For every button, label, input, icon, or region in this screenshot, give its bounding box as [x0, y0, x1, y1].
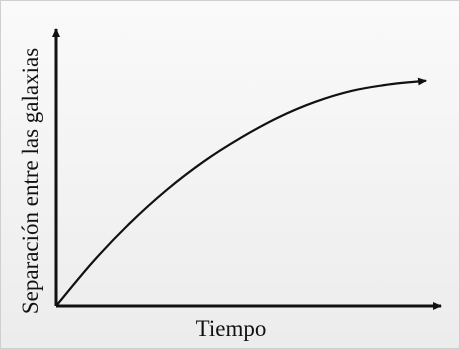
series-layer — [55, 77, 427, 307]
x-axis-title: Tiempo — [196, 316, 267, 341]
y-axis-title: Separación entre las galaxias — [18, 48, 43, 314]
series-line-0 — [55, 77, 427, 307]
